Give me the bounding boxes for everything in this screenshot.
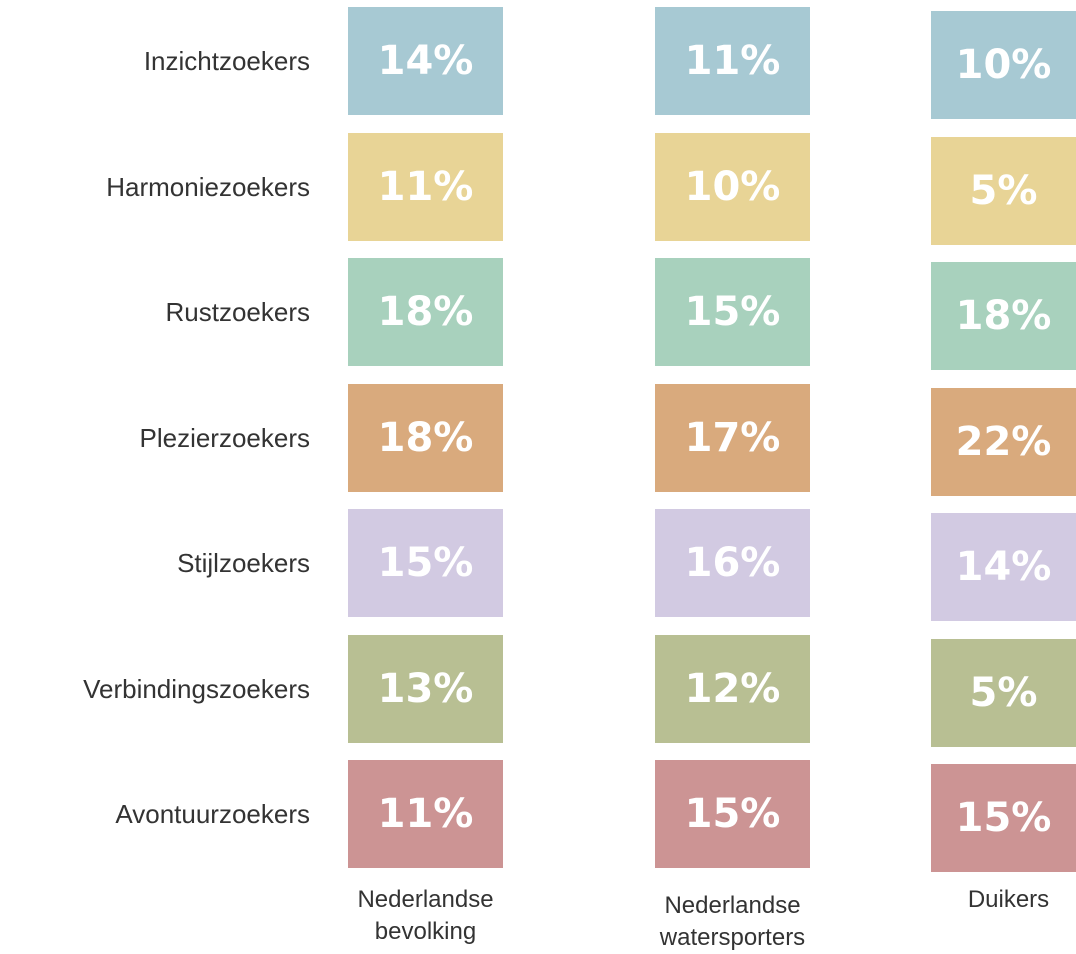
tile: 14% (348, 7, 503, 115)
row-label: Plezierzoekers (139, 422, 310, 453)
tile: 18% (348, 258, 503, 366)
tile: 11% (655, 7, 810, 115)
tile: 15% (655, 760, 810, 868)
tile: 10% (931, 11, 1076, 119)
column-label: Nederlandse watersporters (659, 892, 806, 951)
tile: 17% (655, 383, 810, 492)
tile: 11% (348, 760, 503, 868)
column-label: Duikers (967, 886, 1050, 913)
tile: 15% (931, 764, 1076, 872)
row-label: Harmoniezoekers (106, 171, 310, 202)
tile: 15% (348, 509, 503, 617)
row-label: Avontuurzoekers (115, 799, 310, 829)
tile: 13% (348, 634, 503, 743)
tile: 11% (348, 132, 503, 241)
tile: 5% (931, 638, 1076, 747)
tile: 18% (348, 383, 503, 492)
tile: 16% (655, 509, 810, 617)
row-label: Verbindingszoekers (83, 673, 310, 704)
tile: 10% (655, 132, 810, 241)
column-label: Nederlandse bevolking (357, 886, 494, 945)
row-label: Rustzoekers (165, 297, 311, 327)
tile: 15% (655, 258, 810, 366)
row-label: Stijlzoekers (177, 548, 310, 578)
tile: 5% (931, 136, 1076, 245)
tile: 22% (931, 387, 1076, 496)
tile: 14% (931, 513, 1076, 621)
row-label: Inzichtzoekers (143, 46, 310, 76)
tile: 12% (655, 634, 810, 743)
tile: 18% (931, 262, 1076, 370)
